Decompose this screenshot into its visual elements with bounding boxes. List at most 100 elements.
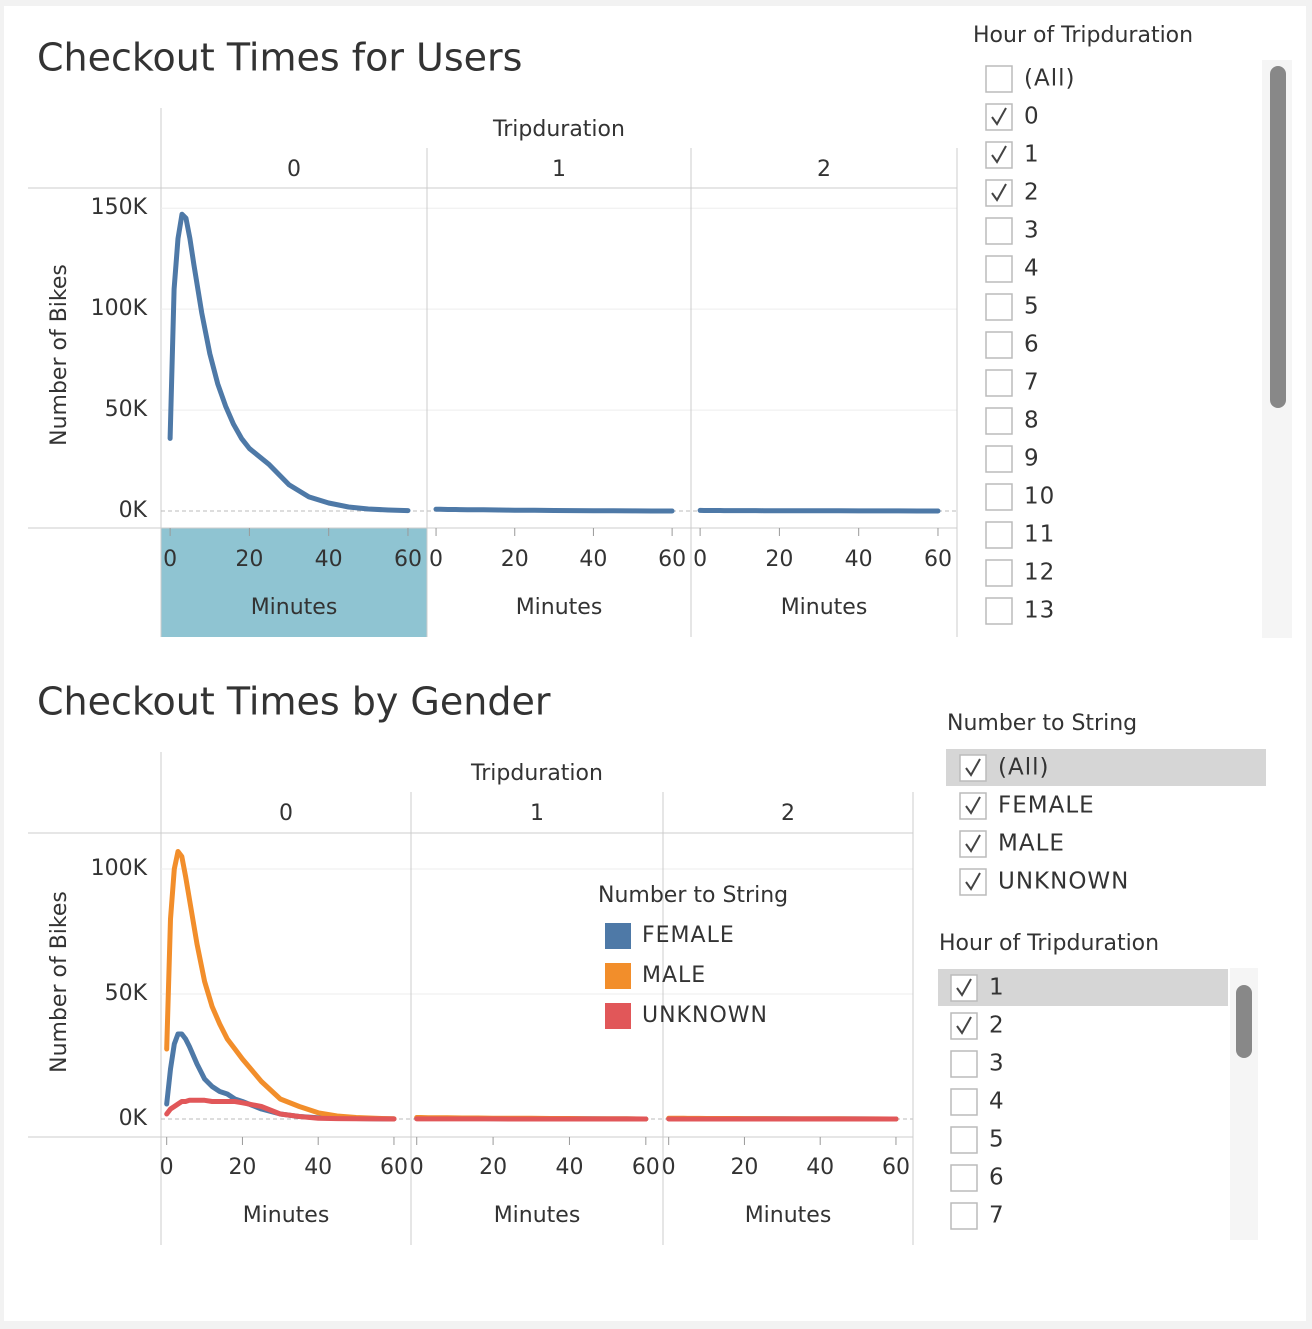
checkmark [965,758,981,777]
x-tick-label: 20 [730,1155,758,1180]
checkbox[interactable] [985,179,1013,207]
x-tick-label: 60 [882,1155,910,1180]
x-tick-label: 0 [410,1155,424,1180]
filter-option[interactable]: 4 [989,1089,1005,1115]
x-tick-label: 20 [228,1155,256,1180]
filter-option[interactable]: 8 [1024,408,1040,434]
checkbox[interactable] [950,1126,978,1154]
y-tick-label: 0K [119,1106,148,1131]
checkbox[interactable] [985,559,1013,587]
chart-title: Checkout Times for Users [37,36,522,80]
legend-label: FEMALE [642,923,735,948]
x-tick-label: 60 [632,1155,660,1180]
x-tick-label: 20 [765,547,793,572]
x-tick-label: 20 [501,547,529,572]
checkbox[interactable] [959,868,987,896]
checkbox[interactable] [959,792,987,820]
checkmark [956,1016,972,1035]
legend-swatch [605,923,631,949]
data-line [697,507,941,514]
checkbox[interactable] [985,255,1013,283]
x-tick-label: 60 [924,547,952,572]
legend-swatch [605,1003,631,1029]
filter-option[interactable]: 3 [989,1051,1005,1077]
facet-label: 0 [287,157,301,182]
x-tick-label: 60 [394,547,422,572]
x-tick-label: 0 [160,1155,174,1180]
scrollbar[interactable] [1270,66,1286,408]
checkbox[interactable] [985,65,1013,93]
selected-row [938,969,1228,1006]
filter-option[interactable]: 3 [1024,218,1040,244]
x-tick-label: 40 [845,547,873,572]
filter-option[interactable]: 2 [1024,180,1040,206]
checkbox[interactable] [985,141,1013,169]
checkbox[interactable] [959,830,987,858]
checkmark [991,183,1007,202]
facet-label: 2 [817,157,831,182]
legend-title: Number to String [598,883,788,908]
filter-option[interactable]: 4 [1024,256,1040,282]
x-tick-label: 40 [315,547,343,572]
filter-option[interactable]: 6 [989,1165,1005,1191]
filter-option[interactable]: 1 [989,975,1005,1001]
checkbox[interactable] [985,103,1013,131]
x-tick-label: 0 [662,1155,676,1180]
filter-title: Number to String [947,711,1137,736]
checkbox[interactable] [950,1088,978,1116]
checkbox[interactable] [950,1050,978,1078]
filter-option[interactable]: 10 [1024,484,1055,510]
checkbox[interactable] [950,974,978,1002]
axis-highlight [161,528,427,637]
checkmark [991,145,1007,164]
checkbox[interactable] [985,331,1013,359]
filter-option[interactable]: 1 [1024,142,1040,168]
x-tick-label: 40 [555,1155,583,1180]
filter-option[interactable]: 12 [1024,560,1055,586]
checkbox[interactable] [959,754,987,782]
checkbox[interactable] [985,217,1013,245]
filter-option[interactable]: 13 [1024,598,1055,624]
checkbox[interactable] [950,1164,978,1192]
x-tick-label: 0 [429,547,443,572]
filter-option[interactable]: FEMALE [998,793,1095,819]
x-axis-title: Minutes [781,595,868,620]
filter-option[interactable]: (All) [1024,66,1075,92]
filter-option[interactable]: 5 [1024,294,1040,320]
filter-option[interactable]: 7 [989,1203,1005,1229]
filter-option[interactable]: (All) [998,755,1049,781]
checkbox[interactable] [985,407,1013,435]
x-axis-title: Minutes [243,1203,330,1228]
x-tick-label: 40 [304,1155,332,1180]
filter-option[interactable]: 0 [1024,104,1040,130]
filter-option[interactable]: 7 [1024,370,1040,396]
filter-option[interactable]: 5 [989,1127,1005,1153]
filter-title: Hour of Tripduration [973,23,1193,48]
filter-option[interactable]: 6 [1024,332,1040,358]
facet-label: 1 [552,157,566,182]
checkmark [965,796,981,815]
checkbox[interactable] [985,521,1013,549]
checkbox[interactable] [985,293,1013,321]
checkbox[interactable] [950,1012,978,1040]
checkbox[interactable] [985,597,1013,625]
filter-option[interactable]: 9 [1024,446,1040,472]
filter-option[interactable]: 2 [989,1013,1005,1039]
filter-option[interactable]: MALE [998,831,1065,857]
x-tick-label: 20 [479,1155,507,1180]
filter-option[interactable]: 11 [1024,522,1055,548]
y-tick-label: 100K [91,296,148,321]
filter-option[interactable]: UNKNOWN [998,869,1129,895]
scrollbar[interactable] [1236,985,1252,1058]
x-tick-label: 0 [693,547,707,572]
checkbox[interactable] [985,369,1013,397]
facet-title: Tripduration [470,761,603,786]
checkbox[interactable] [950,1202,978,1230]
checkbox[interactable] [985,445,1013,473]
legend-swatch [605,963,631,989]
data-line [167,211,411,514]
filter-title: Hour of Tripduration [939,931,1159,956]
checkbox[interactable] [985,483,1013,511]
facet-label: 2 [781,801,795,826]
